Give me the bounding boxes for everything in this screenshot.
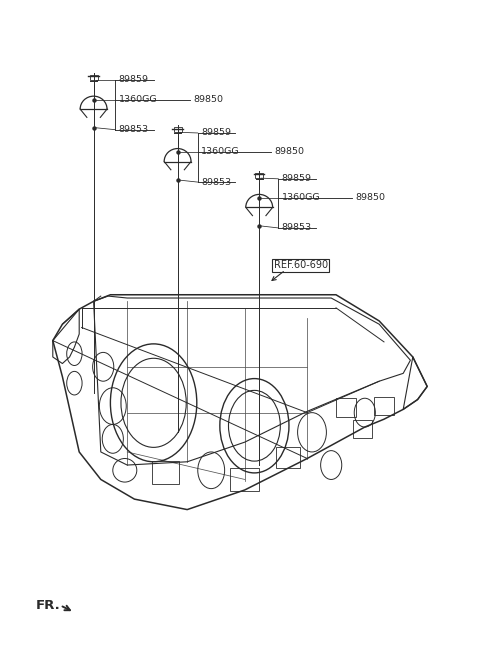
Bar <box>230 468 259 491</box>
Text: 1360GG: 1360GG <box>282 193 320 202</box>
Bar <box>152 461 179 485</box>
Bar <box>353 420 372 438</box>
Text: 1360GG: 1360GG <box>201 147 240 157</box>
Bar <box>374 397 394 415</box>
Text: 89853: 89853 <box>282 223 312 233</box>
Text: 89859: 89859 <box>282 174 312 183</box>
Text: 89850: 89850 <box>275 147 304 157</box>
Text: 89853: 89853 <box>119 125 149 134</box>
Text: 1360GG: 1360GG <box>119 95 157 104</box>
Bar <box>276 447 300 468</box>
Text: 89859: 89859 <box>119 75 149 84</box>
Text: FR.: FR. <box>36 599 61 612</box>
Text: 89850: 89850 <box>355 193 385 202</box>
Bar <box>336 398 356 417</box>
Text: 89850: 89850 <box>193 95 223 104</box>
Text: 89859: 89859 <box>201 128 231 138</box>
Text: 89853: 89853 <box>201 178 231 187</box>
Text: REF.60-690: REF.60-690 <box>274 260 328 271</box>
